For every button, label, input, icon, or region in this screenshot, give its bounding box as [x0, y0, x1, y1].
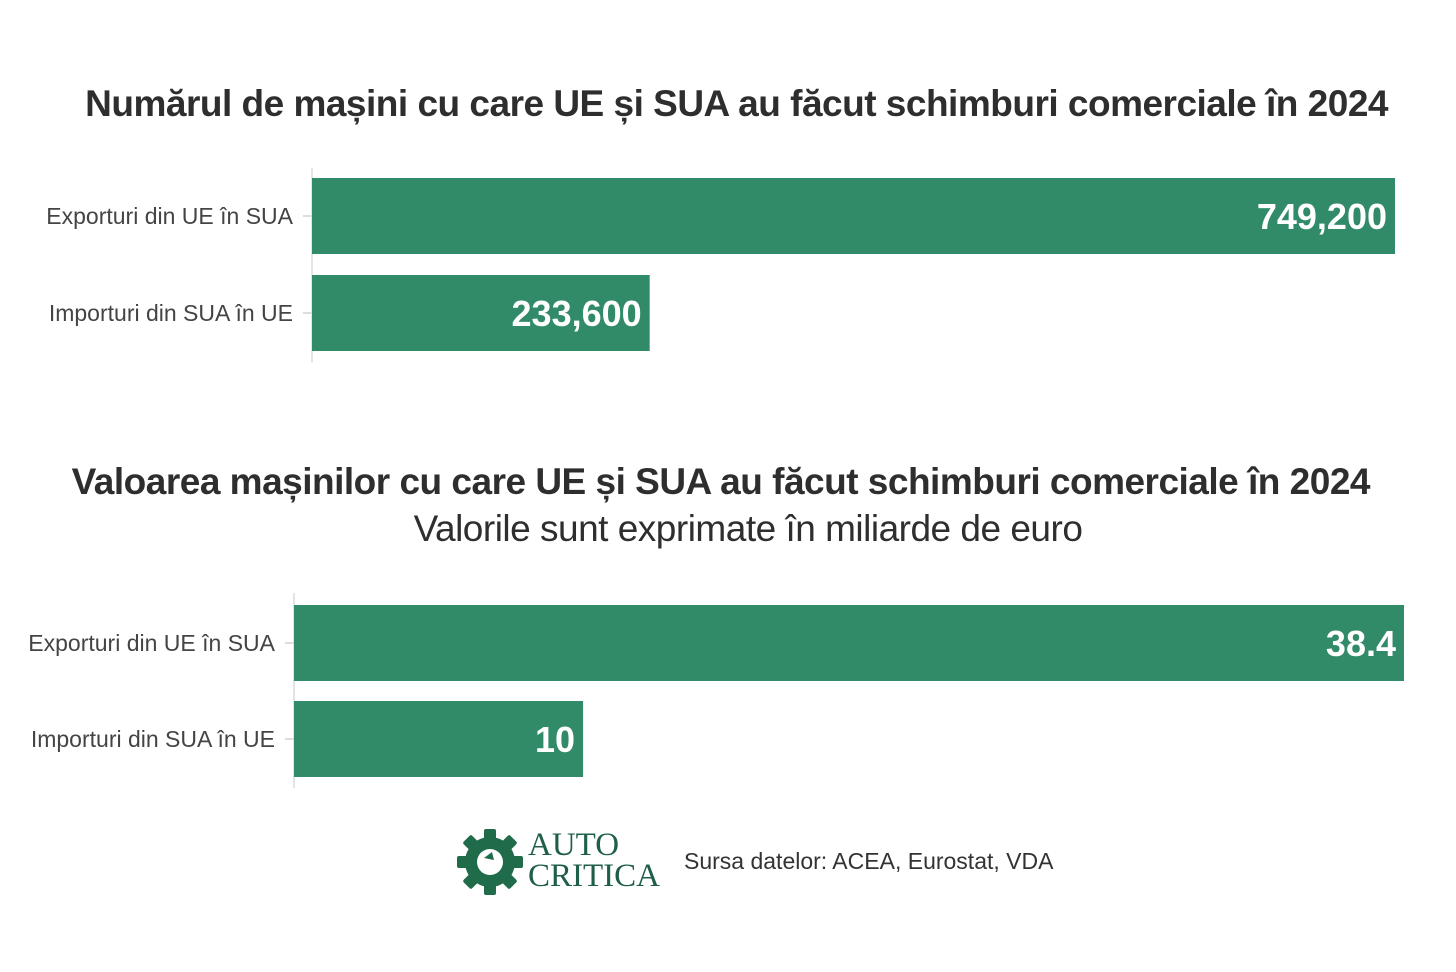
bar — [312, 275, 650, 351]
chart-1-plot: Exporturi din UE în SUA 749,200 Importuri … — [46, 168, 1395, 362]
chart-2-subtitle: Valorile sunt exprimate în miliarde de e… — [413, 508, 1083, 549]
logo-line-2: CRITICA — [528, 858, 660, 894]
bar — [312, 178, 1395, 254]
bar — [294, 605, 1404, 681]
bar-value-label: 10 — [535, 719, 575, 760]
category-label: Exporturi din UE în SUA — [28, 630, 275, 656]
chart-2-plot: Exporturi din UE în SUA 38.4 Importuri din… — [28, 593, 1404, 788]
chart-1-title: Numărul de mașini cu care UE și SUA au f… — [85, 83, 1388, 124]
gear-icon — [457, 829, 523, 895]
logo-line-1: AUTO — [528, 827, 620, 863]
category-label: Importuri din SUA în UE — [49, 300, 293, 326]
autocritica-logo: AUTO CRITICA — [456, 826, 666, 898]
bar-value-label: 38.4 — [1326, 623, 1396, 664]
category-label: Importuri din SUA în UE — [31, 726, 275, 752]
source-note: Sursa datelor: ACEA, Eurostat, VDA — [684, 848, 1054, 874]
chart-2-title: Valoarea mașinilor cu care UE și SUA au … — [71, 461, 1371, 502]
bar — [294, 701, 584, 777]
logo-wordmark: AUTO CRITICA — [528, 827, 660, 894]
footer: AUTO CRITICA Sursa datelor: ACEA, Eurost… — [0, 822, 1456, 902]
category-label: Exporturi din UE în SUA — [46, 203, 293, 229]
bar-value-label: 233,600 — [512, 293, 642, 334]
bar-value-label: 749,200 — [1257, 196, 1387, 237]
